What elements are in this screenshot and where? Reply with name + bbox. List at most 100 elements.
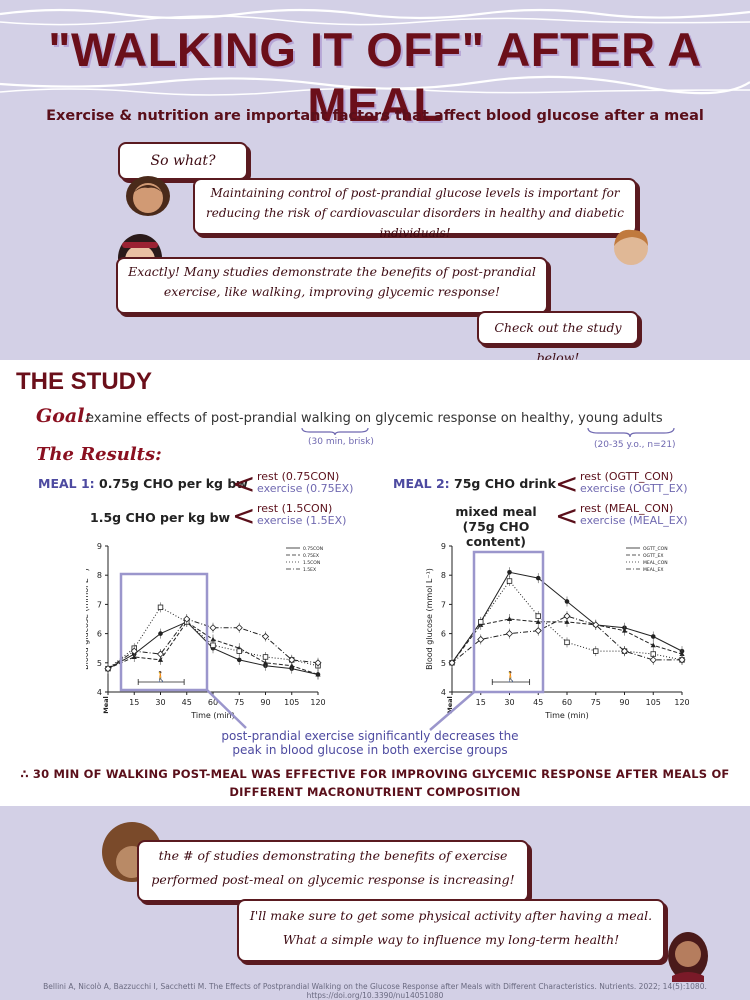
goal-text-part: examine effects of post-prandial (86, 411, 301, 426)
data-point-OGTT_EX (650, 642, 656, 648)
data-point-0.75EX (210, 636, 216, 642)
data-point-0.75EX (157, 657, 164, 662)
data-point-MEAL_EX (477, 635, 485, 644)
data-point-1.5CON (157, 604, 164, 611)
header-waves (0, 8, 750, 96)
x-tick-label: 15 (476, 698, 486, 707)
data-point-1.5EX (261, 632, 270, 641)
x-tick-label: Meal (446, 696, 454, 714)
conclusion: ∴ 30 MIN OF WALKING POST-MEAL WAS EFFECT… (0, 765, 750, 801)
legend-label: MEAL_EX (643, 567, 664, 573)
meal2-a-label: 75g CHO drink (454, 476, 556, 491)
meal1-a-groups: rest (0.75CON) exercise (0.75EX) (257, 471, 353, 495)
meal2-heading: MEAL 2: 75g CHO drink (393, 476, 556, 491)
data-point-1.5EX (130, 647, 138, 655)
group-exercise: exercise (0.75EX) (257, 482, 354, 495)
brace-icon: < (555, 499, 579, 532)
speech-bubble-exactly: Exactly! Many studies demonstrate the be… (116, 257, 548, 314)
y-tick-label: 5 (441, 659, 446, 668)
results-caption: post-prandial exercise significantly dec… (200, 729, 540, 757)
data-point-OGTT_EX (535, 619, 541, 624)
data-point-OGTT_CON (564, 599, 570, 604)
data-point-MEAL_EX (563, 612, 571, 620)
data-point-MEAL_CON (478, 619, 484, 625)
avatar-man (614, 229, 648, 265)
legend-label: 1.5EX (303, 567, 316, 573)
x-tick-label: 45 (182, 698, 192, 707)
avatar-woman-1 (126, 176, 170, 216)
brace-walking (301, 427, 369, 436)
y-tick-label: 8 (441, 571, 446, 580)
brace-icon: < (232, 467, 256, 500)
data-point-MEAL_CON (535, 613, 541, 619)
page-title: "WALKING IT OFF" AFTER A MEAL (48, 23, 702, 131)
data-point-MEAL_EX (678, 656, 686, 664)
data-point-MEAL_EX (534, 627, 542, 635)
goal-young-adults: young adults (578, 411, 663, 426)
walking-icon: 🚶 (155, 670, 167, 683)
legend-label: MEAL_CON (643, 560, 668, 566)
avatar-woman-3 (668, 932, 708, 982)
legend-label: 1.5CON (303, 560, 320, 566)
data-point-0.75CON (236, 657, 242, 663)
x-axis-label: Time (min) (190, 711, 234, 720)
brace-icon: < (555, 467, 579, 500)
meal2-b-label: mixed meal (455, 504, 537, 519)
results-label: The Results: (36, 444, 162, 465)
x-tick-label: 105 (646, 698, 661, 707)
x-tick-label: 75 (591, 698, 601, 707)
y-tick-label: 6 (97, 630, 102, 639)
y-tick-label: 7 (441, 600, 446, 609)
meal1-number: MEAL 1: (38, 476, 95, 491)
goal-text-part: on glycemic response on healthy, (350, 411, 579, 426)
data-point-MEAL_EX (620, 647, 629, 655)
bubble-text: I'll make sure to get some physical acti… (249, 908, 653, 947)
meal2-b-heading: mixed meal (75g CHO content) (436, 504, 556, 549)
data-point-1.5CON (210, 642, 216, 648)
y-tick-label: 9 (97, 542, 102, 551)
highlight-box-meal1 (119, 572, 209, 692)
bubble-text: Exactly! Many studies demonstrate the be… (128, 264, 536, 299)
data-point-OGTT_EX (621, 628, 628, 633)
data-point-0.75EX (262, 660, 269, 665)
data-point-1.5EX (156, 650, 165, 658)
x-tick-label: 45 (533, 698, 543, 707)
y-tick-label: 7 (97, 600, 102, 609)
x-tick-label: 75 (234, 698, 244, 707)
data-point-OGTT_CON (650, 634, 656, 639)
speech-bubble-importance: Maintaining control of post-prandial glu… (193, 178, 637, 240)
data-point-OGTT_EX (506, 616, 513, 621)
brace-young (587, 427, 675, 438)
data-point-0.75EX (315, 671, 321, 677)
data-point-OGTT_EX (679, 651, 685, 657)
legend-label: OGTT_EX (643, 553, 663, 559)
group-exercise: exercise (OGTT_EX) (580, 482, 688, 495)
y-tick-label: 5 (97, 659, 102, 668)
caption-line: post-prandial exercise significantly dec… (221, 729, 519, 743)
x-tick-label: 105 (284, 698, 299, 707)
highlight-box-meal2 (472, 550, 545, 694)
study-panel (0, 360, 750, 806)
data-point-1.5EX (288, 656, 296, 664)
data-point-1.5EX (104, 665, 112, 673)
walking-note: (30 min, brisk) (308, 437, 374, 447)
y-axis-label: Blood glucose (mmol L⁻¹) (425, 568, 434, 670)
data-point-MEAL_EX (649, 656, 657, 664)
meal1-b-heading: 1.5g CHO per kg bw (90, 510, 231, 525)
young-note: (20-35 y.o., n=21) (594, 440, 676, 450)
data-point-1.5CON (236, 648, 242, 654)
y-tick-label: 4 (441, 688, 446, 697)
goal-text: examine effects of post-prandial walking… (86, 411, 663, 426)
conclusion-line: ∴ 30 MIN OF WALKING POST-MEAL WAS EFFECT… (20, 767, 730, 781)
data-point-1.5EX (209, 624, 217, 632)
x-tick-label: 15 (129, 698, 139, 707)
group-rest: rest (0.75CON) (257, 470, 340, 483)
y-tick-label: 6 (441, 630, 446, 639)
group-rest: rest (1.5CON) (257, 502, 333, 515)
data-point-MEAL_CON (593, 648, 599, 654)
data-point-0.75CON (158, 631, 163, 636)
goal-walking: walking (300, 411, 351, 426)
data-point-OGTT_CON (507, 569, 512, 575)
